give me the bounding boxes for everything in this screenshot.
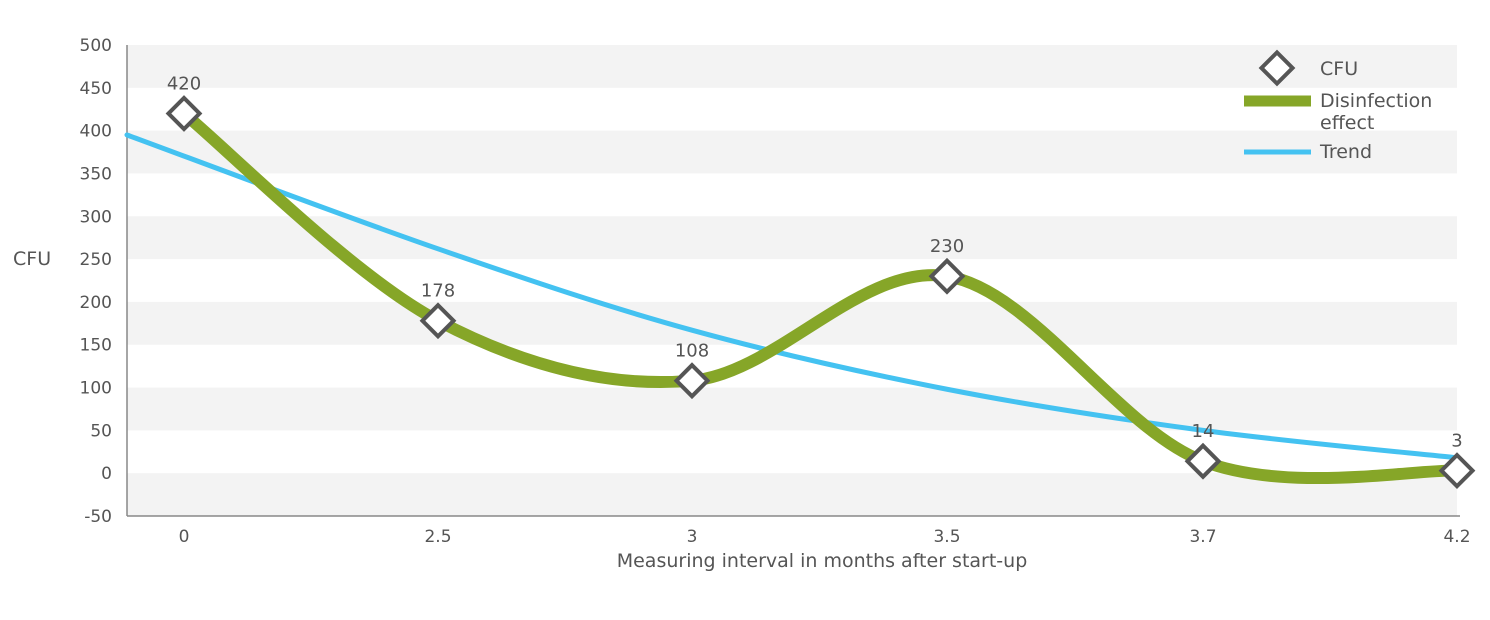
y-tick-label: 100 — [80, 379, 112, 399]
x-tick-label: 3 — [687, 527, 698, 547]
disinfection-effect-series-line — [178, 107, 1463, 485]
x-tick-label: 2.5 — [424, 527, 451, 547]
trend-series-line — [124, 132, 1460, 461]
legend-trend-label: Trend — [1319, 141, 1372, 163]
x-tick-label: 0 — [179, 527, 190, 547]
y-tick-label: 0 — [101, 464, 112, 484]
cfu-marker — [1184, 442, 1222, 480]
cfu-marker — [165, 95, 203, 132]
y-tick-label: 150 — [80, 336, 112, 356]
x-tick-label: 3.5 — [933, 527, 960, 547]
y-tick-label: 200 — [80, 293, 112, 313]
y-tick-label: 500 — [80, 36, 112, 56]
cfu-marker — [928, 257, 966, 295]
grid-bands — [127, 45, 1457, 516]
y-tick-label: 300 — [80, 207, 112, 227]
data-label: 3 — [1451, 431, 1462, 452]
cfu-marker — [1438, 452, 1476, 489]
x-axis-ticks: 0 2.5 3 3.5 3.7 4.2 — [179, 527, 1471, 547]
data-labels: 420 178 108 230 14 3 — [167, 74, 1463, 452]
data-label: 178 — [421, 281, 455, 302]
data-label: 108 — [675, 341, 709, 362]
data-label: 14 — [1192, 421, 1215, 442]
grid-band — [127, 387, 1457, 431]
y-tick-label: 50 — [90, 421, 112, 441]
grid-band — [127, 45, 1457, 88]
grid-band — [127, 130, 1457, 174]
data-label: 230 — [930, 236, 964, 257]
cfu-marker — [673, 362, 711, 400]
grid-band — [127, 473, 1457, 516]
y-axis-title: CFU — [13, 248, 51, 270]
y-tick-label: -50 — [84, 507, 112, 527]
data-label: 420 — [167, 74, 201, 95]
legend: CFU Disinfection effect Trend — [1244, 49, 1432, 163]
legend-disinfection-label-line2: effect — [1320, 112, 1374, 134]
x-axis-title: Measuring interval in months after start… — [617, 550, 1028, 572]
cfu-marker — [419, 302, 457, 340]
y-tick-label: 350 — [80, 164, 112, 184]
cfu-markers — [165, 95, 1476, 489]
legend-cfu-marker — [1258, 49, 1296, 87]
y-tick-label: 250 — [80, 250, 112, 270]
legend-cfu-label: CFU — [1320, 58, 1358, 80]
x-tick-label: 3.7 — [1189, 527, 1216, 547]
y-tick-label: 450 — [80, 79, 112, 99]
x-tick-label: 4.2 — [1443, 527, 1470, 547]
legend-disinfection-label-line1: Disinfection — [1320, 90, 1432, 112]
y-tick-label: 400 — [80, 122, 112, 142]
